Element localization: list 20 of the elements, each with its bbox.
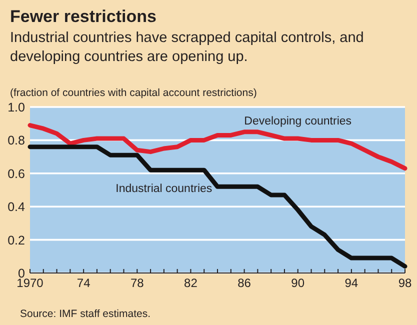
y-tick-label: 0.8 <box>8 134 26 148</box>
chart-subtitle: Industrial countries have scrapped capital controls, and developing countries are opening up. <box>10 30 364 65</box>
x-tick-label: 74 <box>76 276 91 290</box>
line-series <box>28 144 408 269</box>
source-note: Source: IMF staff estimates. <box>20 308 151 320</box>
x-tick-label: 1970 <box>16 276 44 290</box>
y-tick-label: 0.2 <box>8 233 26 248</box>
series-label: Developing countries <box>244 116 352 128</box>
x-tick-label: 86 <box>238 276 252 290</box>
y-tick-label: 0.6 <box>8 166 26 181</box>
x-tick-label: 94 <box>344 276 358 290</box>
x-tick-label: 82 <box>184 276 198 290</box>
series-label: Industrial countries <box>116 183 212 196</box>
x-tick-label: 78 <box>130 276 144 290</box>
chart-title: Fewer restrictions <box>10 7 156 26</box>
x-tick-label: 90 <box>291 276 305 290</box>
y-tick-label: 1.0 <box>8 100 26 114</box>
y-axis-title: (fraction of countries with capital account restrictions) <box>10 87 257 99</box>
y-tick-label: 0.4 <box>8 200 26 214</box>
x-tick-label: 98 <box>398 276 412 290</box>
